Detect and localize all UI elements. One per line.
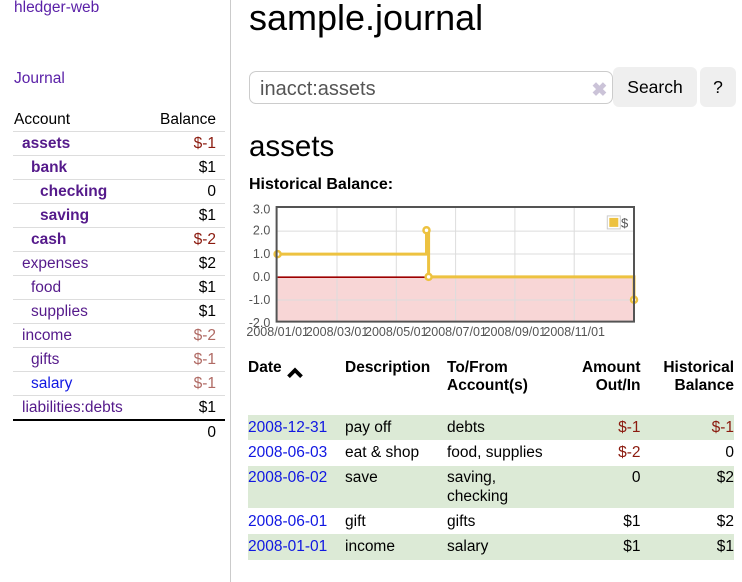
svg-text:2008/01/01: 2008/01/01	[246, 325, 309, 339]
svg-text:-2.0: -2.0	[249, 316, 271, 330]
svg-text:2008/05/01: 2008/05/01	[365, 325, 428, 339]
svg-text:0.0: 0.0	[253, 270, 270, 284]
svg-text:2.0: 2.0	[253, 224, 270, 238]
svg-text:$: $	[621, 216, 629, 231]
svg-text:3.0: 3.0	[253, 202, 270, 216]
svg-text:2008/11/01: 2008/11/01	[543, 325, 605, 339]
svg-text:2008/09/01: 2008/09/01	[484, 325, 547, 339]
svg-text:2008/07/01: 2008/07/01	[424, 325, 487, 339]
svg-text:-1.0: -1.0	[249, 293, 271, 307]
svg-text:1.0: 1.0	[253, 247, 270, 261]
svg-text:2008/03/01: 2008/03/01	[306, 325, 369, 339]
